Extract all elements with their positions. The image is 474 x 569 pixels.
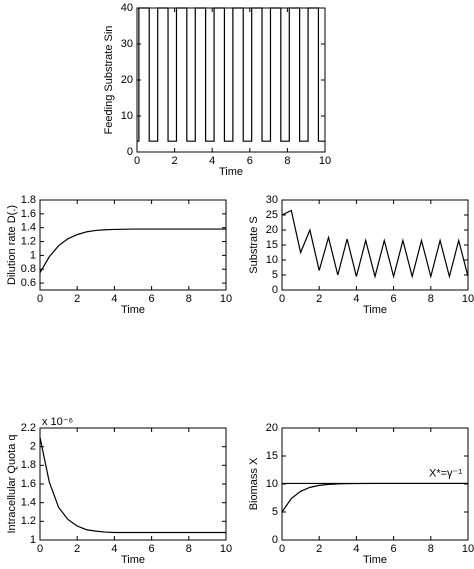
y-tick-label: 0 <box>127 146 133 158</box>
y-tick-label: 1.4 <box>21 497 36 509</box>
y-tick-label: 10 <box>266 254 278 266</box>
x-tick-label: 8 <box>186 543 192 555</box>
axes-box <box>39 427 227 541</box>
x-tick-label: 10 <box>220 293 232 305</box>
x-axis-label: Time <box>121 554 145 566</box>
x-tick-label: 10 <box>462 543 474 555</box>
y-tick-label: 10 <box>266 478 278 490</box>
x-tick-label: 0 <box>37 543 43 555</box>
y-tick-label: 2 <box>30 441 36 453</box>
exponent-label: x 10⁻⁶ <box>42 416 73 428</box>
x-tick-label: 10 <box>220 543 232 555</box>
x-tick-label: 0 <box>279 293 285 305</box>
y-tick-label: 1 <box>30 534 36 546</box>
y-tick-label: 20 <box>266 224 278 236</box>
y-axis-label: Substrate S <box>248 216 260 273</box>
x-tick-label: 10 <box>462 293 474 305</box>
x-tick-label: 4 <box>209 155 215 167</box>
x-axis-label: Time <box>219 166 243 178</box>
y-tick-label: 20 <box>121 74 133 86</box>
y-axis-label: Feeding Substrate Sin <box>103 26 115 135</box>
x-tick-label: 0 <box>134 155 140 167</box>
y-axis-label: Biomass X <box>248 457 260 510</box>
x-axis-label: Time <box>121 304 145 316</box>
y-axis-label: Dilution rate D(.) <box>6 205 18 285</box>
axes-box <box>136 7 326 153</box>
x-tick-label: 2 <box>172 155 178 167</box>
x-tick-label: 8 <box>284 155 290 167</box>
x-tick-label: 6 <box>391 543 397 555</box>
y-tick-label: 15 <box>266 450 278 462</box>
x-tick-label: 0 <box>279 543 285 555</box>
y-tick-label: 1.8 <box>21 459 36 471</box>
y-tick-label: 0 <box>272 534 278 546</box>
y-tick-label: 1.6 <box>21 208 36 220</box>
x-tick-label: 10 <box>319 155 331 167</box>
x-tick-label: 4 <box>111 293 117 305</box>
data-line <box>281 209 469 279</box>
y-tick-label: 25 <box>266 209 278 221</box>
x-tick-label: 4 <box>353 543 359 555</box>
x-tick-label: 0 <box>37 293 43 305</box>
y-tick-label: 1.8 <box>21 194 36 206</box>
annotation: X*=γ⁻¹ <box>429 467 462 479</box>
x-tick-label: 6 <box>391 293 397 305</box>
y-tick-label: 1 <box>30 249 36 261</box>
x-tick-label: 8 <box>428 543 434 555</box>
y-tick-label: 30 <box>266 194 278 206</box>
y-tick-label: 0.6 <box>21 277 36 289</box>
data-line <box>137 7 325 142</box>
x-tick-label: 4 <box>353 293 359 305</box>
x-tick-label: 8 <box>428 293 434 305</box>
axes-box <box>39 199 227 291</box>
x-axis-label: Time <box>363 304 387 316</box>
y-tick-label: 2.2 <box>21 422 36 434</box>
x-tick-label: 2 <box>74 543 80 555</box>
data-line <box>39 437 226 534</box>
x-tick-label: 2 <box>74 293 80 305</box>
x-tick-label: 6 <box>149 293 155 305</box>
y-tick-label: 15 <box>266 239 278 251</box>
x-tick-label: 6 <box>247 155 253 167</box>
y-tick-label: 5 <box>272 269 278 281</box>
x-axis-label: Time <box>363 554 387 566</box>
y-tick-label: 0.8 <box>21 263 36 275</box>
y-tick-label: 40 <box>121 2 133 14</box>
x-tick-label: 8 <box>186 293 192 305</box>
x-tick-label: 2 <box>316 543 322 555</box>
y-tick-label: 20 <box>266 422 278 434</box>
y-tick-label: 1.2 <box>21 235 36 247</box>
y-tick-label: 1.4 <box>21 222 36 234</box>
x-tick-label: 2 <box>316 293 322 305</box>
y-tick-label: 0 <box>272 284 278 296</box>
y-tick-label: 1.2 <box>21 515 36 527</box>
data-line <box>39 228 226 273</box>
y-tick-label: 5 <box>272 506 278 518</box>
x-tick-label: 4 <box>111 543 117 555</box>
y-tick-label: 10 <box>121 110 133 122</box>
y-tick-label: 30 <box>121 38 133 50</box>
y-axis-label: Intracellular Quota q <box>6 434 18 533</box>
data-line <box>281 482 468 513</box>
x-tick-label: 6 <box>149 543 155 555</box>
y-tick-label: 1.6 <box>21 478 36 490</box>
